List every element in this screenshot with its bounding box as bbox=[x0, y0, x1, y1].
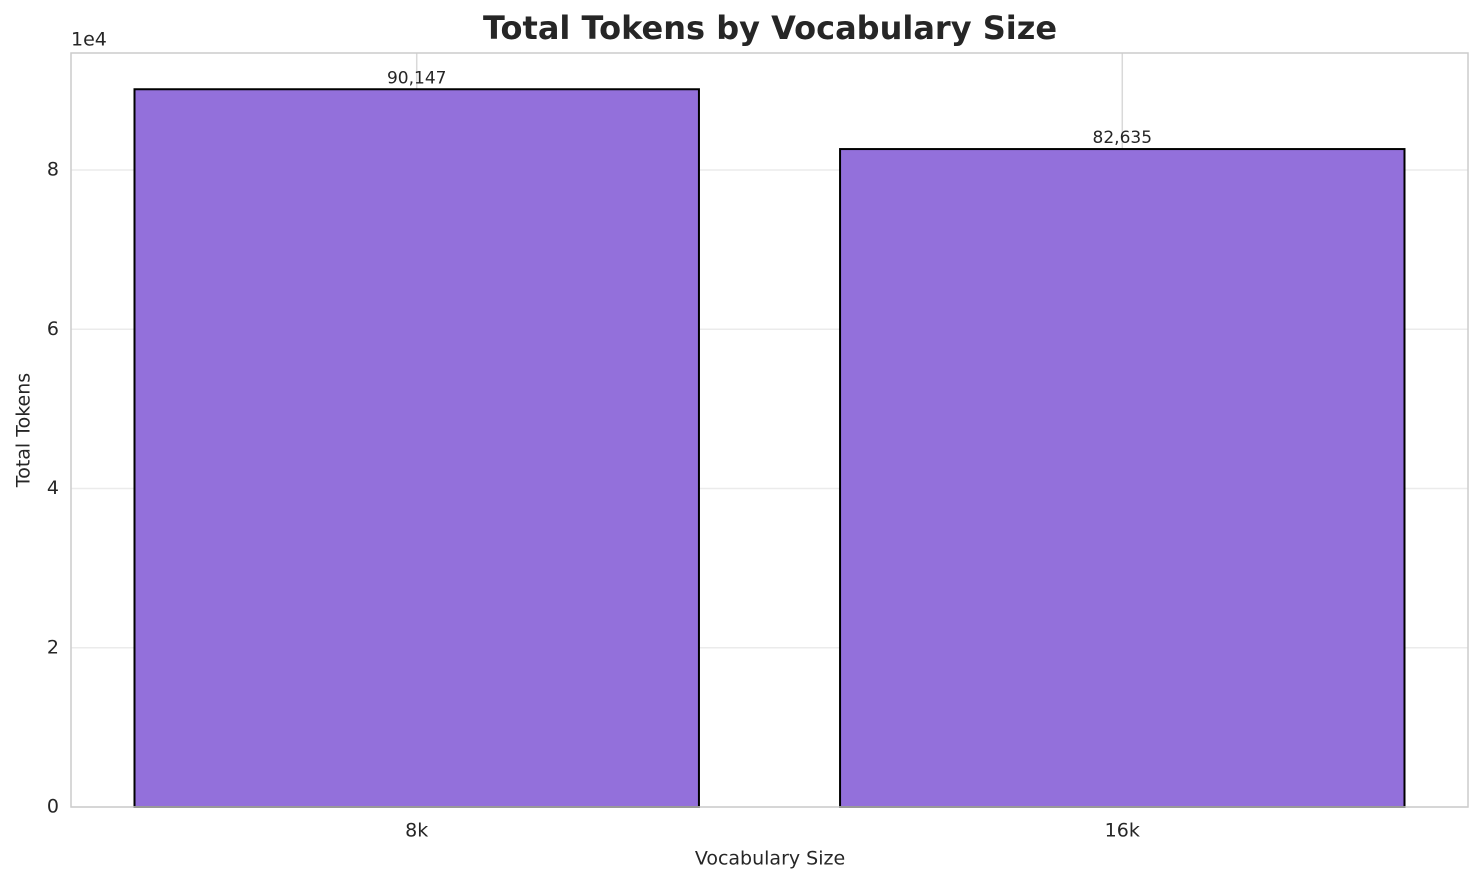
x-tick-label: 8k bbox=[405, 820, 428, 842]
x-tick-label: 16k bbox=[1105, 820, 1140, 842]
y-tick-label: 2 bbox=[47, 636, 59, 658]
value-label: 82,635 bbox=[1093, 128, 1152, 148]
y-axis-label: Total Tokens bbox=[13, 373, 35, 488]
y-tick-label: 8 bbox=[47, 159, 59, 181]
bar bbox=[133, 88, 700, 808]
value-label: 90,147 bbox=[387, 68, 446, 88]
y-tick-label: 0 bbox=[47, 796, 59, 818]
y-offset-label: 1e4 bbox=[71, 29, 107, 51]
y-tick-label: 6 bbox=[47, 318, 59, 340]
bar bbox=[839, 148, 1406, 809]
chart-title: Total Tokens by Vocabulary Size bbox=[483, 9, 1057, 47]
axes-frame bbox=[70, 52, 1469, 808]
y-tick-label: 4 bbox=[47, 477, 59, 499]
x-axis-label: Vocabulary Size bbox=[695, 848, 845, 870]
